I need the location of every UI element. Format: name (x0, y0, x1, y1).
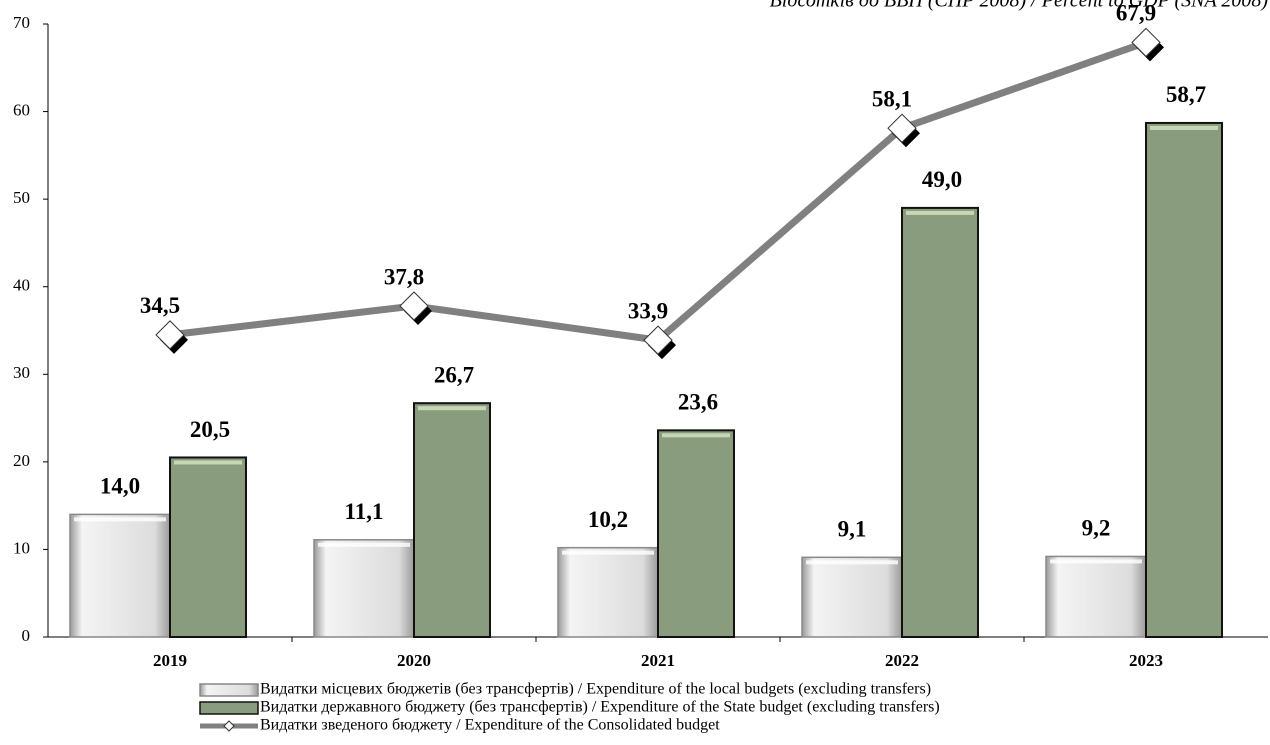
marker (399, 291, 429, 321)
y-tick-label: 20 (13, 451, 30, 470)
bar-highlight (562, 550, 654, 555)
legend-label: Видатки державного бюджету (без трансфер… (260, 699, 940, 716)
value-label: 10,2 (588, 507, 628, 532)
value-label: 14,0 (100, 474, 140, 499)
bar-highlight (174, 460, 242, 465)
y-tick-label: 60 (13, 100, 30, 119)
bar (557, 546, 659, 638)
value-label: 49,0 (922, 167, 962, 192)
marker (155, 320, 185, 350)
bar (801, 556, 903, 638)
bar (413, 402, 491, 639)
y-tick-label: 70 (13, 13, 30, 32)
bar-highlight (74, 517, 166, 522)
bar-highlight (1150, 125, 1218, 130)
line (169, 39, 1148, 344)
value-label: 33,9 (628, 298, 668, 323)
y-tick-label: 40 (13, 276, 30, 295)
legend-swatch (199, 701, 259, 715)
bar (69, 513, 171, 638)
legend-swatch (199, 683, 259, 697)
x-tick-label: 2021 (641, 651, 675, 670)
y-tick-label: 50 (13, 188, 30, 207)
x-tick-label: 2023 (1129, 651, 1163, 670)
bar-highlight (1050, 559, 1142, 564)
bar-highlight (806, 560, 898, 565)
legend-label: Видатки місцевих бюджетів (без трансферт… (260, 681, 931, 698)
marker (643, 325, 673, 355)
bar (169, 456, 247, 638)
legend-label: Видатки зведеного бюджету / Expenditure … (260, 717, 720, 734)
value-label: 23,6 (678, 390, 718, 415)
value-label: 37,8 (384, 264, 424, 289)
x-tick-label: 2022 (885, 651, 919, 670)
value-label: 58,7 (1166, 82, 1206, 107)
value-label: 9,1 (838, 517, 867, 542)
bar (313, 539, 415, 638)
y-tick-label: 30 (13, 363, 30, 382)
value-label: 9,2 (1082, 516, 1111, 541)
bar (901, 206, 979, 638)
bar (1045, 555, 1147, 638)
marker (1131, 27, 1161, 58)
bar (657, 429, 735, 638)
bar-highlight (418, 406, 486, 411)
y-tick-label: 0 (22, 626, 31, 645)
y-tick-label: 10 (13, 538, 30, 557)
x-tick-label: 2019 (153, 651, 187, 670)
bar (1145, 121, 1223, 639)
bar-highlight (906, 210, 974, 215)
value-label: 20,5 (190, 417, 230, 442)
value-label: 11,1 (345, 499, 384, 524)
subtitle: Відсотків до ВВП (СНР 2008) / Percent to… (770, 0, 1269, 12)
bar-highlight (318, 542, 410, 547)
value-label: 26,7 (434, 362, 474, 387)
bar-highlight (662, 433, 730, 438)
x-tick-label: 2020 (397, 651, 431, 670)
marker (887, 113, 917, 143)
value-label: 58,1 (872, 86, 912, 111)
value-label: 34,5 (140, 293, 180, 318)
value-label: 67,9 (1116, 1, 1156, 26)
legend-marker (223, 720, 235, 732)
